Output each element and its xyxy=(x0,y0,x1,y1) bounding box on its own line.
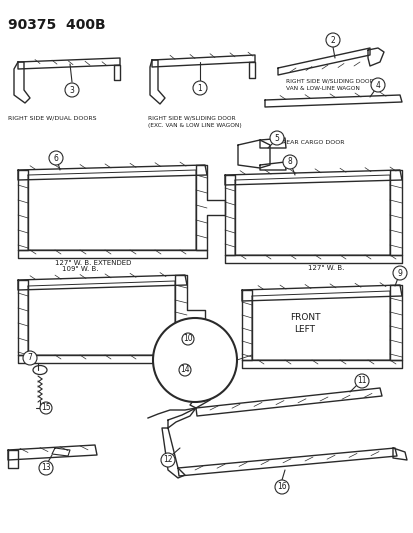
Circle shape xyxy=(325,33,339,47)
Circle shape xyxy=(23,351,37,365)
Circle shape xyxy=(282,155,296,169)
Text: (EXC. VAN & LOW LINE WAGON): (EXC. VAN & LOW LINE WAGON) xyxy=(147,123,241,128)
Text: 14: 14 xyxy=(180,366,189,375)
Text: 5: 5 xyxy=(274,133,279,142)
Circle shape xyxy=(40,402,52,414)
Text: 3: 3 xyxy=(69,85,74,94)
Circle shape xyxy=(49,151,63,165)
Text: RIGHT SIDE W/SLIDING DOOR: RIGHT SIDE W/SLIDING DOOR xyxy=(285,78,373,83)
Text: RIGHT SIDE W/SLIDING DOOR: RIGHT SIDE W/SLIDING DOOR xyxy=(147,115,235,120)
Text: RIGHT SIDE W/DUAL DOORS: RIGHT SIDE W/DUAL DOORS xyxy=(8,115,96,120)
Text: 16: 16 xyxy=(277,482,286,491)
Circle shape xyxy=(274,480,288,494)
Circle shape xyxy=(182,333,194,345)
Circle shape xyxy=(392,266,406,280)
Text: VAN & LOW-LINE WAGON: VAN & LOW-LINE WAGON xyxy=(285,86,359,91)
Circle shape xyxy=(269,131,283,145)
Text: 4: 4 xyxy=(375,80,380,90)
Text: LEFT: LEFT xyxy=(294,326,315,335)
Circle shape xyxy=(161,453,175,467)
Circle shape xyxy=(178,364,190,376)
Text: 6: 6 xyxy=(53,154,58,163)
Text: 13: 13 xyxy=(41,464,51,472)
Text: 15: 15 xyxy=(41,403,51,413)
Text: 12: 12 xyxy=(163,456,172,464)
Text: 11: 11 xyxy=(356,376,366,385)
Text: 2: 2 xyxy=(330,36,335,44)
Text: 9: 9 xyxy=(396,269,401,278)
Text: 10: 10 xyxy=(183,335,192,343)
Circle shape xyxy=(370,78,384,92)
Text: REAR CARGO DOOR: REAR CARGO DOOR xyxy=(281,140,344,145)
Text: 109" W. B.: 109" W. B. xyxy=(62,266,98,272)
Text: 127" W. B. EXTENDED: 127" W. B. EXTENDED xyxy=(55,260,131,266)
Text: 1: 1 xyxy=(197,84,202,93)
Circle shape xyxy=(39,461,53,475)
Text: 127" W. B.: 127" W. B. xyxy=(307,265,344,271)
Text: 90375  400B: 90375 400B xyxy=(8,18,105,32)
Text: 8: 8 xyxy=(287,157,292,166)
Circle shape xyxy=(354,374,368,388)
Circle shape xyxy=(65,83,79,97)
Text: FRONT: FRONT xyxy=(289,313,320,322)
Text: 7: 7 xyxy=(28,353,32,362)
Circle shape xyxy=(153,318,236,402)
Circle shape xyxy=(192,81,206,95)
